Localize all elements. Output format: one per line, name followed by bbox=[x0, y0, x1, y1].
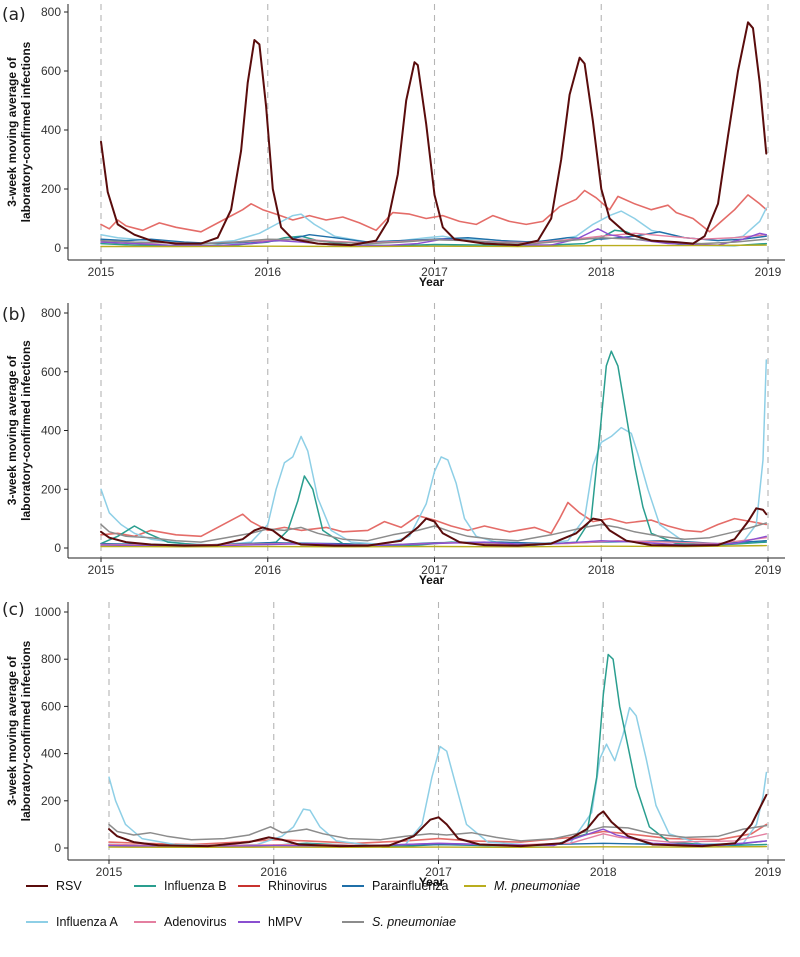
series-line-rhinovirus bbox=[100, 501, 768, 538]
series-line-rhinovirus bbox=[100, 189, 768, 233]
y-tick-label: 0 bbox=[54, 241, 61, 255]
series-line-m-pneumoniae bbox=[100, 544, 767, 548]
x-axis-title: Year bbox=[419, 875, 445, 889]
series-line-influenza-a bbox=[100, 359, 768, 546]
y-tick-label: 0 bbox=[54, 841, 61, 855]
panel-b: 0 200 400 600 800 2015 2016 2017 2018 2019 Year 3-w… bbox=[2, 303, 785, 587]
x-tick-label: 2016 bbox=[254, 265, 281, 279]
y-axis-title-line-1: 3-week moving average of bbox=[5, 355, 19, 505]
series-line-rhinovirus bbox=[108, 823, 768, 846]
y-tick-label: 400 bbox=[41, 747, 61, 761]
legend-label: Parainfluenza bbox=[372, 879, 448, 893]
y-tick-label: 200 bbox=[41, 482, 61, 496]
y-axis-title-line-2: laboratory-confirmed infections bbox=[19, 340, 33, 521]
legend-label: RSV bbox=[56, 879, 82, 893]
legend-item-parainfluenza: Parainfluenza bbox=[342, 879, 448, 893]
series-line-hmpv bbox=[108, 828, 768, 848]
series-line-rsv bbox=[100, 507, 768, 547]
x-tick-label: 2017 bbox=[421, 563, 448, 577]
legend-label: Influenza A bbox=[56, 915, 119, 929]
legend-item-s-pneumoniae: S. pneumoniae bbox=[342, 915, 456, 929]
y-axis-title-line-1: 3-week moving average of bbox=[5, 655, 19, 805]
x-axis-title: Year bbox=[419, 275, 445, 289]
chart-panels: 0 200 400 600 800 2015 2016 2017 2018 2019 Year 3-w… bbox=[2, 4, 785, 889]
panel-label: (c) bbox=[2, 600, 25, 620]
x-tick-label: 2019 bbox=[755, 563, 782, 577]
x-tick-label: 2017 bbox=[421, 265, 448, 279]
series-line-influenza-a bbox=[108, 706, 768, 847]
x-tick-label: 2017 bbox=[425, 865, 452, 879]
y-tick-label: 0 bbox=[54, 541, 61, 555]
panel-c: 0 200 400 600 800 1000 2015 2016 2017 2018 2019 Yea… bbox=[2, 600, 785, 889]
legend-item-influenza-a: Influenza A bbox=[26, 915, 119, 929]
legend: RSV Influenza B Rhinovirus Parainfluenza M. … bbox=[26, 879, 580, 929]
y-tick-label: 800 bbox=[41, 306, 61, 320]
series-line-s-pneumoniae bbox=[100, 522, 768, 543]
legend-label: Influenza B bbox=[164, 879, 227, 893]
y-tick-label: 1000 bbox=[34, 605, 61, 619]
y-axis-title-line-2: laboratory-confirmed infections bbox=[19, 640, 33, 821]
legend-item-m-pneumoniae: M. pneumoniae bbox=[464, 879, 580, 893]
series-line-rsv bbox=[108, 793, 768, 848]
x-tick-label: 2015 bbox=[96, 865, 123, 879]
y-tick-label: 800 bbox=[41, 652, 61, 666]
y-tick-label: 200 bbox=[41, 794, 61, 808]
legend-item-adenovirus: Adenovirus bbox=[134, 915, 227, 929]
series-line-rsv bbox=[100, 21, 768, 247]
x-axis-title: Year bbox=[419, 573, 445, 587]
series-line-m-pneumoniae bbox=[108, 845, 768, 848]
x-tick-label: 2018 bbox=[590, 865, 617, 879]
legend-label: S. pneumoniae bbox=[372, 915, 456, 929]
y-tick-label: 200 bbox=[41, 182, 61, 196]
x-tick-label: 2018 bbox=[588, 563, 615, 577]
series-line-m-pneumoniae bbox=[100, 244, 767, 248]
panel-a: 0 200 400 600 800 2015 2016 2017 2018 2019 Year 3-w… bbox=[2, 4, 785, 289]
y-tick-label: 400 bbox=[41, 123, 61, 137]
series-line-influenza-b bbox=[100, 350, 768, 547]
x-tick-label: 2015 bbox=[88, 563, 115, 577]
panel-label: (a) bbox=[2, 5, 26, 25]
legend-item-rhinovirus: Rhinovirus bbox=[238, 879, 327, 893]
legend-item-influenza-b: Influenza B bbox=[134, 879, 227, 893]
y-tick-label: 400 bbox=[41, 424, 61, 438]
legend-label: M. pneumoniae bbox=[494, 879, 580, 893]
series-line-s-pneumoniae bbox=[108, 823, 768, 842]
legend-item-rsv: RSV bbox=[26, 879, 82, 893]
series-line-influenza-a bbox=[100, 207, 768, 245]
x-tick-label: 2019 bbox=[755, 265, 782, 279]
y-axis-title-line-2: laboratory-confirmed infections bbox=[19, 41, 33, 222]
y-axis-title-line-1: 3-week moving average of bbox=[5, 56, 19, 206]
x-tick-label: 2018 bbox=[588, 265, 615, 279]
x-tick-label: 2016 bbox=[254, 563, 281, 577]
panel-label: (b) bbox=[2, 305, 26, 325]
y-tick-label: 600 bbox=[41, 699, 61, 713]
legend-label: hMPV bbox=[268, 915, 303, 929]
legend-label: Rhinovirus bbox=[268, 879, 327, 893]
legend-label: Adenovirus bbox=[164, 915, 227, 929]
x-tick-label: 2016 bbox=[260, 865, 287, 879]
legend-item-hmpv: hMPV bbox=[238, 915, 303, 929]
y-tick-label: 800 bbox=[41, 5, 61, 19]
x-tick-label: 2019 bbox=[755, 865, 782, 879]
y-tick-label: 600 bbox=[41, 365, 61, 379]
y-tick-label: 600 bbox=[41, 64, 61, 78]
x-tick-label: 2015 bbox=[88, 265, 115, 279]
